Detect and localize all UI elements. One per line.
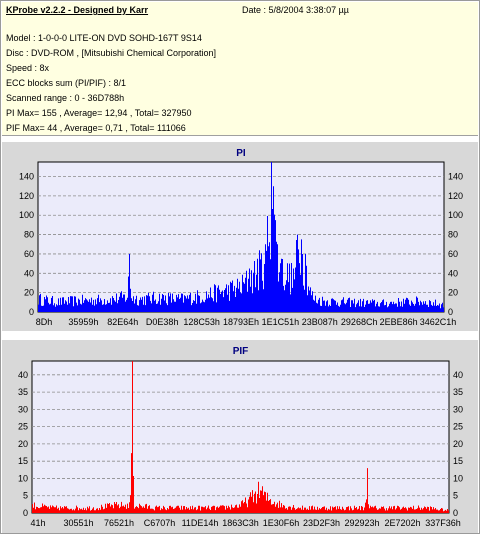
plot-area (37, 161, 445, 313)
y-tick-label-left: 20 (24, 288, 34, 298)
pi-chart: PI 0 0 20 20 40 40 60 60 80 80 100 100 120 120 140 140 8D… (19, 148, 463, 327)
y-tick-label-left: 35 (18, 387, 28, 397)
chart-title: PIF (233, 346, 249, 357)
y-tick-label-right: 25 (453, 422, 463, 432)
x-tick-label: 30551h (63, 518, 93, 528)
ecc-info: ECC blocks sum (PI/PIF) : 8/1 (6, 78, 127, 88)
y-tick-label-right: 60 (448, 249, 458, 259)
x-tick-label: 1863C3h (222, 518, 259, 528)
chart-title: PI (236, 148, 246, 159)
x-tick-label: 1E30F6h (263, 518, 300, 528)
separator (2, 136, 478, 142)
drive-model: Model : 1-0-0-0 LITE-ON DVD SOHD-167T 9S… (6, 33, 202, 43)
y-tick-label-left: 5 (23, 491, 28, 501)
y-tick-label-right: 10 (453, 473, 463, 483)
data-bars (38, 162, 444, 312)
y-tick-label-right: 0 (453, 508, 458, 518)
y-tick-label-right: 40 (453, 370, 463, 380)
y-tick-label-left: 30 (18, 404, 28, 414)
speed-info: Speed : 8x (6, 63, 50, 73)
y-tick-label-left: 100 (19, 210, 34, 220)
x-tick-label: 1E1C51h (262, 317, 300, 327)
x-tick-label: 2EBE86h (380, 317, 418, 327)
x-tick-label: 41h (30, 518, 45, 528)
x-tick-label: 292923h (344, 518, 379, 528)
y-tick-label-left: 15 (18, 456, 28, 466)
x-tick-label: 128C53h (183, 317, 220, 327)
x-tick-label: 35959h (68, 317, 98, 327)
y-tick-label-right: 140 (448, 172, 463, 182)
data-bars (32, 361, 449, 513)
scan-date: Date : 5/8/2004 3:38:07 µµ (242, 5, 349, 15)
pif-chart: PIF 0 0 5 5 10 10 15 15 20 20 25 25 30 30 35 35 40 40 41h 30… (18, 346, 463, 528)
y-tick-label-right: 35 (453, 387, 463, 397)
x-tick-label: 82E64h (107, 317, 138, 327)
y-tick-label-right: 80 (448, 230, 458, 240)
x-tick-label: 23B087h (302, 317, 338, 327)
pif-summary: PIF Max= 44 , Average= 0,71 , Total= 111… (6, 123, 186, 133)
y-tick-label-left: 120 (19, 191, 34, 201)
y-tick-label-left: 80 (24, 230, 34, 240)
x-tick-label: 23D2F3h (303, 518, 340, 528)
y-tick-label-left: 0 (29, 307, 34, 317)
scanned-range: Scanned range : 0 - 36D788h (6, 93, 125, 103)
x-tick-label: D0E38h (146, 317, 179, 327)
x-tick-label: 2E7202h (384, 518, 420, 528)
y-tick-label-left: 20 (18, 439, 28, 449)
x-tick-label: 18793Eh (223, 317, 259, 327)
y-tick-label-left: 60 (24, 249, 34, 259)
x-tick-label: 76521h (104, 518, 134, 528)
y-tick-label-right: 100 (448, 210, 463, 220)
y-tick-label-left: 0 (23, 508, 28, 518)
y-tick-label-left: 40 (18, 370, 28, 380)
y-tick-label-right: 120 (448, 191, 463, 201)
x-tick-label: 337F36h (425, 518, 461, 528)
y-tick-label-right: 5 (453, 491, 458, 501)
y-tick-label-left: 10 (18, 473, 28, 483)
y-tick-label-left: 140 (19, 172, 34, 182)
x-tick-label: 8Dh (36, 317, 53, 327)
y-tick-label-right: 20 (448, 288, 458, 298)
y-tick-label-right: 15 (453, 456, 463, 466)
y-tick-label-right: 30 (453, 404, 463, 414)
separator (2, 331, 478, 340)
y-tick-label-right: 40 (448, 268, 458, 278)
pi-chart-panel: PI 0 0 20 20 40 40 60 60 80 80 100 100 120 120 140 140 8D… (2, 142, 478, 331)
info-panel: KProbe v2.2.2 - Designed by Karr Date : … (2, 2, 478, 136)
y-tick-label-left: 25 (18, 422, 28, 432)
x-tick-label: 29268Ch (341, 317, 378, 327)
y-tick-label-right: 0 (448, 307, 453, 317)
y-tick-label-left: 40 (24, 268, 34, 278)
x-tick-label: 11DE14h (182, 518, 219, 528)
y-tick-label-right: 20 (453, 439, 463, 449)
plot-area (31, 360, 450, 514)
pi-summary: PI Max= 155 , Average= 12,94 , Total= 32… (6, 108, 192, 118)
disc-info: Disc : DVD-ROM , [Mitsubishi Chemical Co… (6, 48, 217, 58)
x-tick-label: C6707h (144, 518, 176, 528)
app-title: KProbe v2.2.2 - Designed by Karr (6, 5, 149, 15)
pif-chart-panel: PIF 0 0 5 5 10 10 15 15 20 20 25 25 30 30 35 35 40 40 41h 30… (2, 340, 478, 533)
x-tick-label: 3462C1h (420, 317, 457, 327)
